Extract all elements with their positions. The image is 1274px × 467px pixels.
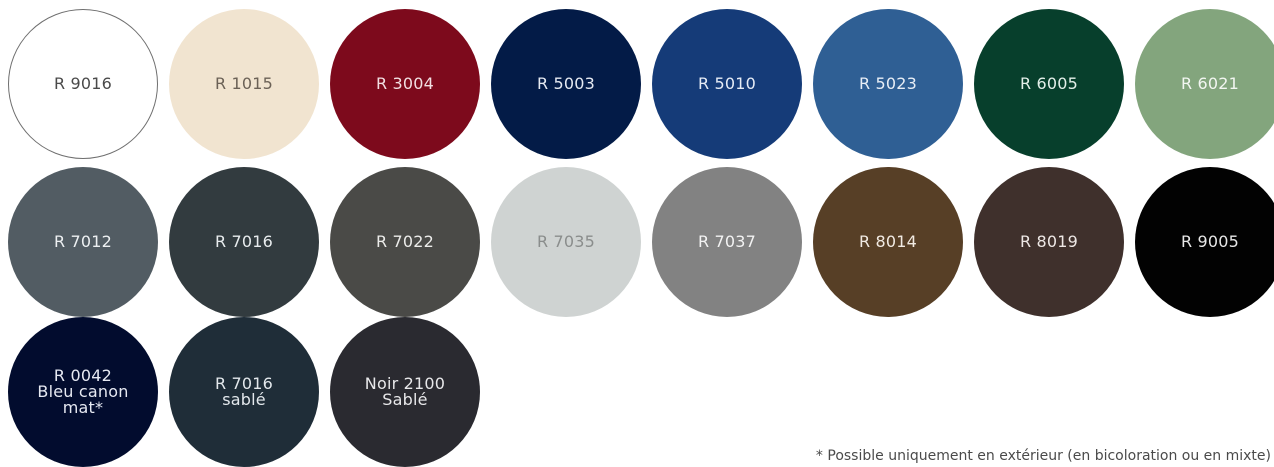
swatch-label: R 1015 xyxy=(215,76,273,92)
swatch-r-7012: R 7012 xyxy=(8,167,158,317)
swatch-r-0042: R 0042 Bleu canon mat* xyxy=(8,317,158,467)
swatch-label: R 7016 sablé xyxy=(215,376,273,408)
swatch-label: R 7022 xyxy=(376,234,434,250)
swatch-label: R 9016 xyxy=(54,76,112,92)
swatch-r-8019: R 8019 xyxy=(974,167,1124,317)
swatch-label: R 7037 xyxy=(698,234,756,250)
swatch-r-5023: R 5023 xyxy=(813,9,963,159)
swatch-label: R 8019 xyxy=(1020,234,1078,250)
swatch-label: R 5023 xyxy=(859,76,917,92)
swatch-r-7016: R 7016 xyxy=(169,167,319,317)
swatch-r-6021: R 6021 xyxy=(1135,9,1274,159)
swatch-label: R 6005 xyxy=(1020,76,1078,92)
swatch-label: R 3004 xyxy=(376,76,434,92)
swatch-r-7022: R 7022 xyxy=(330,167,480,317)
swatch-label: R 8014 xyxy=(859,234,917,250)
swatch-label: R 6021 xyxy=(1181,76,1239,92)
swatch-noir-2100-sable: Noir 2100 Sablé xyxy=(330,317,480,467)
swatch-r-9016: R 9016 xyxy=(8,9,158,159)
swatch-r-7035: R 7035 xyxy=(491,167,641,317)
swatch-label: R 7012 xyxy=(54,234,112,250)
swatch-label: Noir 2100 Sablé xyxy=(365,376,445,408)
swatch-r-6005: R 6005 xyxy=(974,9,1124,159)
swatch-label: R 7035 xyxy=(537,234,595,250)
swatch-r-3004: R 3004 xyxy=(330,9,480,159)
swatch-label: R 5010 xyxy=(698,76,756,92)
swatch-label: R 7016 xyxy=(215,234,273,250)
swatch-r-7016-sable: R 7016 sablé xyxy=(169,317,319,467)
swatch-label: R 0042 Bleu canon mat* xyxy=(37,368,128,416)
swatch-r-5003: R 5003 xyxy=(491,9,641,159)
swatch-r-1015: R 1015 xyxy=(169,9,319,159)
swatch-r-9005: R 9005 xyxy=(1135,167,1274,317)
swatch-r-5010: R 5010 xyxy=(652,9,802,159)
swatch-r-8014: R 8014 xyxy=(813,167,963,317)
swatch-label: R 9005 xyxy=(1181,234,1239,250)
swatch-label: R 5003 xyxy=(537,76,595,92)
swatch-r-7037: R 7037 xyxy=(652,167,802,317)
footnote: * Possible uniquement en extérieur (en b… xyxy=(816,448,1271,464)
